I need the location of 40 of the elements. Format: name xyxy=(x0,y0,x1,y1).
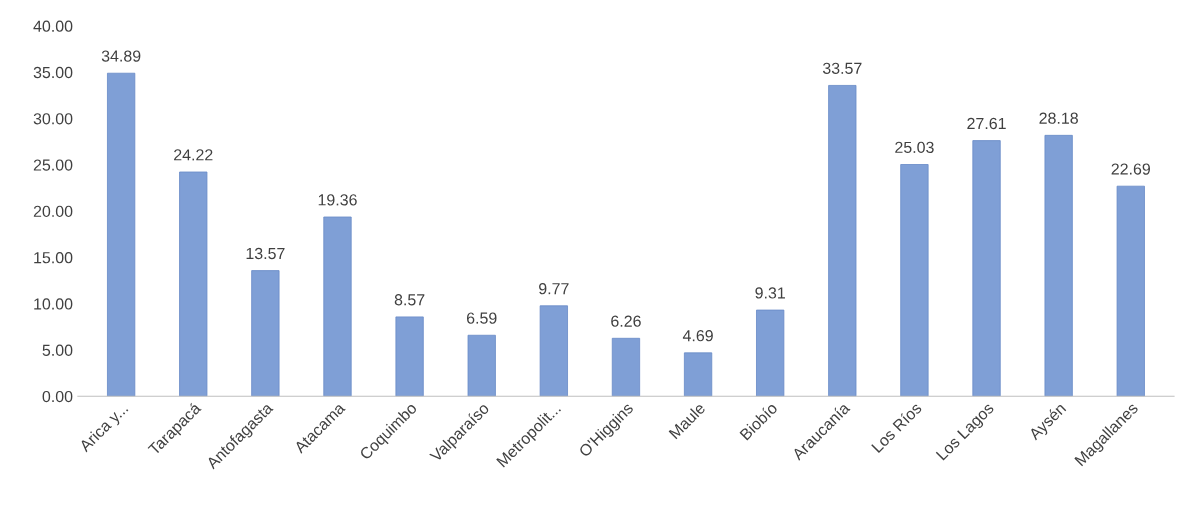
data-label: 33.57 xyxy=(822,62,862,74)
data-label: 6.59 xyxy=(466,312,497,324)
data-label: 28.18 xyxy=(1039,112,1078,124)
bar xyxy=(323,216,352,397)
bar xyxy=(900,164,929,397)
data-label: 24.22 xyxy=(174,149,213,161)
data-label: 34.89 xyxy=(101,50,141,62)
bar xyxy=(756,309,785,397)
bar xyxy=(395,316,424,397)
x-tick-label: Los Ríos xyxy=(870,401,923,454)
bar xyxy=(107,72,136,397)
y-tick-label: 10.00 xyxy=(34,298,73,310)
y-tick-label: 15.00 xyxy=(34,252,73,264)
bar xyxy=(683,352,713,397)
data-label: 27.61 xyxy=(967,117,1006,130)
y-tick-label: 5.00 xyxy=(42,344,73,356)
data-label: 4.69 xyxy=(682,330,713,342)
data-label: 6.26 xyxy=(611,315,641,327)
bar xyxy=(611,337,641,397)
bar xyxy=(539,305,568,397)
bar xyxy=(972,140,1001,397)
data-label: 22.69 xyxy=(1111,163,1150,175)
data-label: 9.77 xyxy=(539,283,569,295)
y-tick-label: 25.00 xyxy=(33,159,73,171)
y-tick-label: 20.00 xyxy=(33,205,73,218)
data-label: 13.57 xyxy=(246,247,285,260)
data-label: 8.57 xyxy=(394,294,425,306)
y-tick-label: 30.00 xyxy=(33,113,73,125)
bar xyxy=(251,270,280,397)
y-tick-label: 40.00 xyxy=(33,20,73,32)
bar xyxy=(828,85,857,397)
bar xyxy=(1116,185,1145,397)
y-tick-label: 0.00 xyxy=(42,390,73,403)
data-label: 25.03 xyxy=(895,141,934,154)
y-tick-label: 35.00 xyxy=(33,66,73,79)
bar xyxy=(467,334,496,397)
bar xyxy=(179,171,208,397)
bar xyxy=(1044,134,1073,397)
data-label: 19.36 xyxy=(318,194,357,206)
data-label: 9.31 xyxy=(755,287,785,299)
